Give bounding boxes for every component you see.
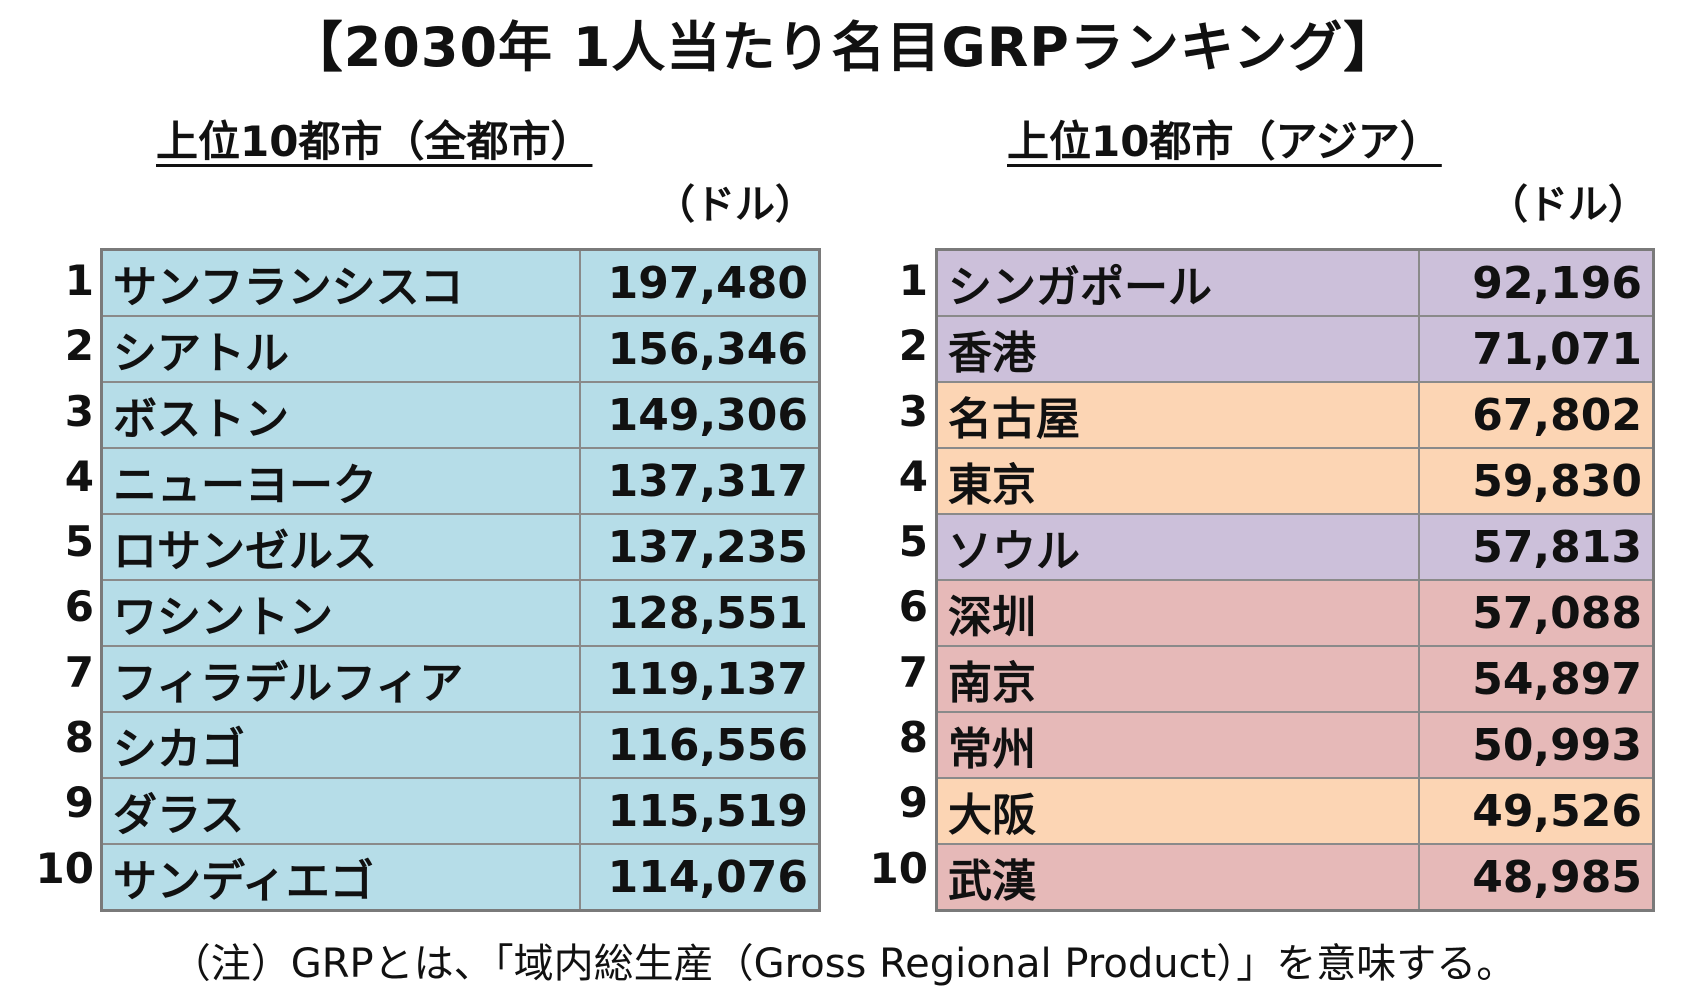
city-name: シアトル: [100, 315, 581, 383]
table-row: 深圳 57,088: [935, 579, 1655, 647]
grp-value: 59,830: [1417, 447, 1655, 515]
city-name: ソウル: [935, 513, 1420, 581]
grp-value: 149,306: [578, 381, 821, 449]
city-name: シンガポール: [935, 248, 1420, 317]
rank-number: 4: [898, 451, 928, 501]
grp-value: 57,813: [1417, 513, 1655, 581]
rank-number: 8: [898, 713, 928, 763]
grp-value: 57,088: [1417, 579, 1655, 647]
grp-value: 137,235: [578, 513, 821, 581]
left-rank-column: 1 2 3 4 5 6 7 8 9 10: [34, 248, 104, 901]
table-row: 香港 71,071: [935, 315, 1655, 383]
grp-value: 50,993: [1417, 711, 1655, 779]
city-name: 香港: [935, 315, 1420, 383]
city-name: サンディエゴ: [100, 843, 581, 912]
grp-value: 114,076: [578, 843, 821, 912]
table-row: ロサンゼルス 137,235: [100, 513, 821, 581]
rank-number: 10: [35, 843, 94, 893]
footnote: （注）GRPとは、「域内総生産（Gross Regional Product）」…: [170, 941, 1517, 987]
rank-number: 1: [898, 256, 928, 305]
table-row: ワシントン 128,551: [100, 579, 821, 647]
left-unit-label: （ドル）: [655, 182, 815, 228]
city-name: 大阪: [935, 777, 1420, 845]
rank-number: 3: [898, 386, 928, 436]
city-name: シカゴ: [100, 711, 581, 779]
city-name: ボストン: [100, 381, 581, 449]
city-name: ニューヨーク: [100, 447, 581, 515]
city-name: ワシントン: [100, 579, 581, 647]
grp-value: 137,317: [578, 447, 821, 515]
grp-value: 116,556: [578, 711, 821, 779]
rank-number: 2: [64, 321, 94, 371]
rank-number: 9: [898, 778, 928, 828]
city-name: サンフランシスコ: [100, 248, 581, 317]
rank-number: 3: [64, 386, 94, 436]
table-row: シカゴ 116,556: [100, 711, 821, 779]
table-row: ソウル 57,813: [935, 513, 1655, 581]
rank-number: 7: [64, 647, 94, 697]
city-name: フィラデルフィア: [100, 645, 581, 713]
grp-value: 67,802: [1417, 381, 1655, 449]
page-title: 【2030年 1人当たり名目GRPランキング】: [288, 16, 1399, 79]
city-name: 武漢: [935, 843, 1420, 912]
grp-value: 92,196: [1417, 248, 1655, 317]
city-name: ロサンゼルス: [100, 513, 581, 581]
rank-number: 5: [64, 517, 94, 567]
rank-number: 9: [64, 778, 94, 828]
table-row: サンフランシスコ 197,480: [100, 248, 821, 317]
city-name: 東京: [935, 447, 1420, 515]
city-name: 深圳: [935, 579, 1420, 647]
rank-number: 2: [898, 321, 928, 371]
right-ranking-table: シンガポール 92,196 香港 71,071 名古屋 67,802 東京 59…: [935, 248, 1655, 912]
table-row: フィラデルフィア 119,137: [100, 645, 821, 713]
rank-number: 4: [64, 451, 94, 501]
table-row: ニューヨーク 137,317: [100, 447, 821, 515]
table-row: ボストン 149,306: [100, 381, 821, 449]
rank-number: 5: [898, 517, 928, 567]
table-row: サンディエゴ 114,076: [100, 843, 821, 912]
city-name: 名古屋: [935, 381, 1420, 449]
grp-value: 71,071: [1417, 315, 1655, 383]
grp-value: 119,137: [578, 645, 821, 713]
rank-number: 8: [64, 713, 94, 763]
left-ranking-table: サンフランシスコ 197,480 シアトル 156,346 ボストン 149,3…: [100, 248, 821, 912]
grp-value: 115,519: [578, 777, 821, 845]
grp-value: 49,526: [1417, 777, 1655, 845]
table-row: シアトル 156,346: [100, 315, 821, 383]
table-row: 大阪 49,526: [935, 777, 1655, 845]
table-row: 武漢 48,985: [935, 843, 1655, 912]
rank-number: 6: [898, 582, 928, 632]
right-unit-label: （ドル）: [1488, 182, 1648, 228]
city-name: 常州: [935, 711, 1420, 779]
grp-value: 54,897: [1417, 645, 1655, 713]
table-row: ダラス 115,519: [100, 777, 821, 845]
left-table-heading: 上位10都市（全都市）: [156, 117, 593, 166]
rank-number: 7: [898, 647, 928, 697]
right-rank-column: 1 2 3 4 5 6 7 8 9 10: [868, 248, 938, 901]
rank-number: 6: [64, 582, 94, 632]
grp-value: 128,551: [578, 579, 821, 647]
grp-value: 197,480: [578, 248, 821, 317]
city-name: 南京: [935, 645, 1420, 713]
city-name: ダラス: [100, 777, 581, 845]
table-row: 南京 54,897: [935, 645, 1655, 713]
table-row: 常州 50,993: [935, 711, 1655, 779]
table-row: 東京 59,830: [935, 447, 1655, 515]
table-row: 名古屋 67,802: [935, 381, 1655, 449]
grp-value: 48,985: [1417, 843, 1655, 912]
table-row: シンガポール 92,196: [935, 248, 1655, 317]
rank-number: 1: [64, 256, 94, 305]
rank-number: 10: [869, 843, 928, 893]
grp-value: 156,346: [578, 315, 821, 383]
right-table-heading: 上位10都市（アジア）: [1007, 117, 1442, 166]
